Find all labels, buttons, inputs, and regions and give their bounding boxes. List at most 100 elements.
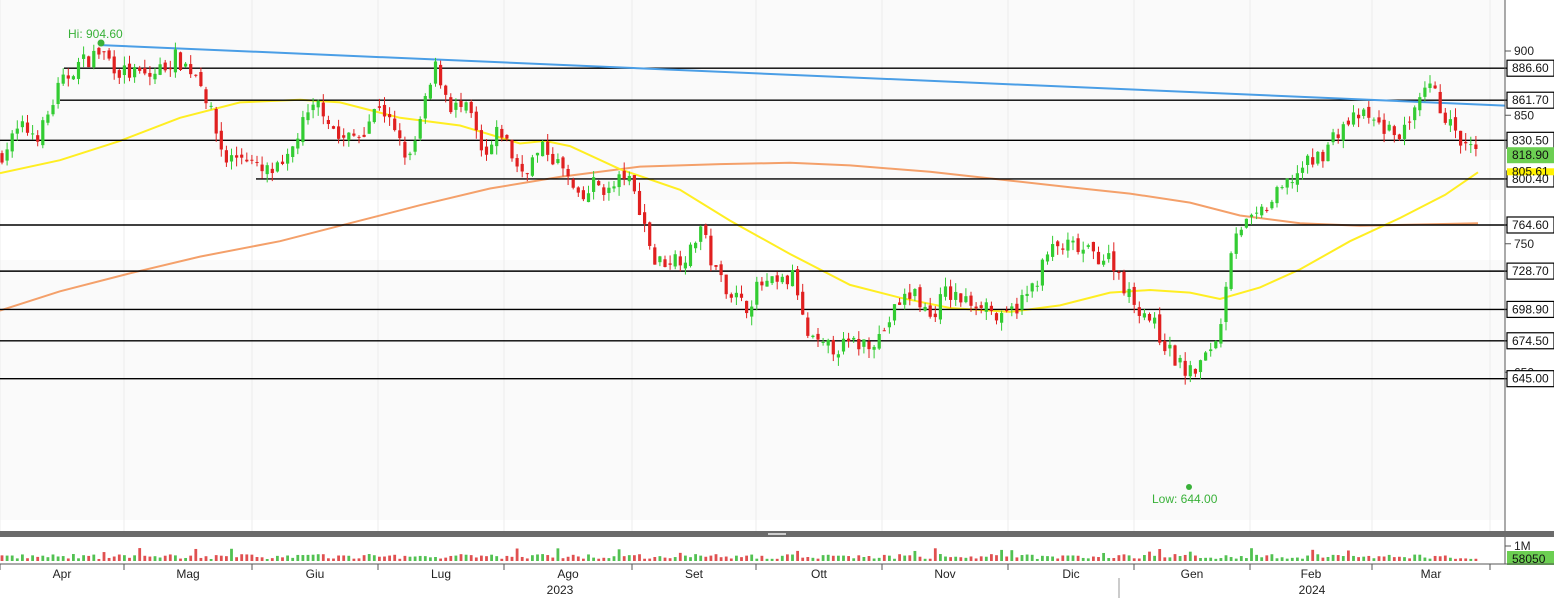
- candle-body: [1438, 91, 1442, 114]
- candle-body: [1321, 151, 1325, 162]
- volume-bar: [694, 554, 697, 561]
- candle-body: [1035, 285, 1039, 287]
- candle-body: [699, 226, 703, 242]
- volume-bar: [393, 554, 397, 561]
- volume-bar: [1474, 558, 1478, 561]
- volume-bar: [719, 557, 723, 561]
- volume-last-badge: [1507, 551, 1554, 565]
- high-marker: [97, 39, 105, 47]
- volume-bar: [1051, 556, 1054, 561]
- volume-bar: [668, 558, 672, 561]
- plot-band: [0, 260, 1505, 520]
- candle-body: [418, 118, 422, 139]
- volume-bar: [928, 558, 932, 561]
- candle-body: [153, 73, 157, 80]
- candle-body: [974, 306, 978, 309]
- candle-body: [1249, 214, 1254, 217]
- volume-bar: [378, 556, 381, 561]
- candle-body: [1132, 286, 1136, 305]
- volume-bar: [1183, 554, 1187, 561]
- candle-body: [918, 287, 922, 308]
- level-badge: [1506, 91, 1554, 109]
- candle-body: [1112, 251, 1116, 272]
- candle-body: [750, 306, 754, 317]
- volume-bar: [184, 557, 187, 561]
- volume-bar: [786, 554, 789, 561]
- volume-bar: [87, 555, 91, 561]
- candle-body: [102, 51, 106, 53]
- volume-bar: [1290, 557, 1294, 561]
- trendline-line[interactable]: [100, 44, 1506, 107]
- month-label: Apr: [53, 567, 72, 581]
- volume-bar: [163, 555, 167, 561]
- volume-bar: [551, 557, 555, 561]
- volume-bar: [505, 555, 509, 561]
- candle-body: [133, 67, 137, 78]
- candle-body: [1051, 244, 1055, 257]
- candle-body: [1163, 340, 1167, 352]
- candle-body: [688, 244, 693, 267]
- month-labels: Apr Mag Giu Lug Ago Set Ott Nov Dic Gen Feb Mar: [53, 567, 1442, 581]
- volume-bar: [1449, 557, 1452, 561]
- candle-body: [1183, 360, 1187, 376]
- candle-body: [790, 270, 795, 287]
- level-badge-label: 698.90: [1512, 302, 1549, 316]
- volume-bar: [673, 557, 677, 561]
- volume-bar: [1234, 558, 1238, 561]
- candle-body: [219, 130, 223, 150]
- volume-bar: [770, 558, 774, 561]
- time-grid: [0, 0, 1491, 531]
- volume-bar: [235, 557, 238, 561]
- volume-bar: [990, 554, 993, 561]
- candle-body: [663, 259, 667, 268]
- volume-bar: [1418, 554, 1422, 561]
- last-price-label: 818.90: [1512, 148, 1549, 162]
- volume-separator-handle[interactable]: [768, 533, 786, 535]
- volume-bar: [714, 554, 718, 561]
- volume-bar: [1301, 558, 1304, 561]
- high-label: Hi: 904.60: [68, 27, 123, 41]
- candle-body: [301, 117, 305, 143]
- volume-bar: [291, 557, 295, 561]
- volume-bar: [255, 557, 259, 561]
- candle-body: [796, 269, 800, 296]
- candle-body: [1418, 97, 1422, 111]
- candle-body: [1061, 248, 1065, 250]
- candle-body: [0, 153, 4, 163]
- ma-long-line: [0, 161, 1479, 312]
- candle-body: [311, 104, 315, 111]
- candle-body: [255, 162, 259, 164]
- candle-body: [882, 330, 886, 332]
- candle-body: [408, 153, 412, 156]
- candle-body: [474, 111, 478, 131]
- ma-short-label: 805.61: [1512, 164, 1549, 178]
- volume-bar: [811, 557, 815, 561]
- candle-body: [541, 141, 545, 157]
- volume-bar: [204, 556, 208, 561]
- volume-bar: [791, 554, 794, 561]
- candle-body: [1086, 245, 1090, 247]
- candle-body: [184, 63, 188, 67]
- candle-body: [1045, 254, 1050, 262]
- volume-bar: [1372, 558, 1376, 561]
- candle-body: [683, 262, 687, 269]
- volume-bar: [1102, 552, 1105, 561]
- candle-body: [801, 291, 805, 315]
- candle-body: [36, 135, 40, 142]
- candle-body: [112, 56, 116, 74]
- candle-body: [551, 153, 555, 165]
- candle-body: [1326, 144, 1330, 162]
- volume-bar: [1387, 554, 1391, 561]
- volume-bar: [1178, 556, 1182, 561]
- volume-bar: [633, 555, 636, 561]
- volume-bar: [954, 556, 958, 561]
- year-label: 2024: [1299, 583, 1326, 597]
- volume-bar: [684, 555, 687, 561]
- candle-body: [1142, 313, 1146, 318]
- candle-body: [1443, 112, 1447, 123]
- candle-body: [668, 263, 672, 265]
- low-label: Low: 644.00: [1152, 492, 1218, 506]
- volume-bar: [1352, 555, 1355, 561]
- volume-bar: [959, 557, 963, 561]
- month-label: Dic: [1062, 567, 1079, 581]
